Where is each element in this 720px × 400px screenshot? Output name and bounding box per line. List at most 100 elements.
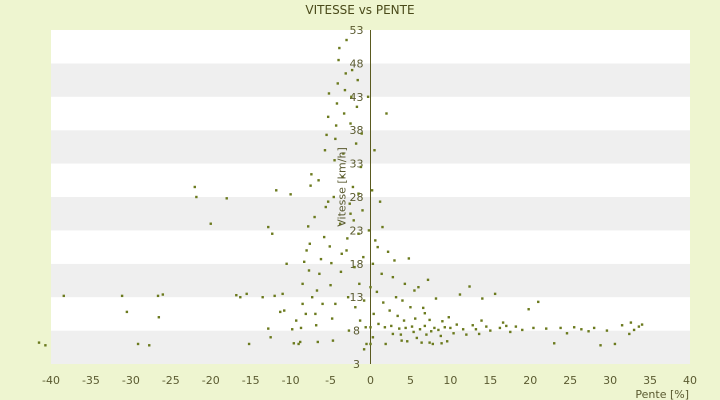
x-tick-label: 25: [563, 374, 577, 387]
data-point: [120, 294, 124, 298]
data-point: [37, 341, 41, 344]
data-point: [316, 340, 319, 344]
data-point: [394, 296, 398, 299]
data-point: [157, 316, 161, 319]
data-point: [326, 200, 330, 203]
data-point: [428, 318, 431, 322]
x-tick-label: -5: [325, 374, 336, 387]
data-point: [357, 192, 360, 195]
x-tick-label: -35: [82, 374, 100, 387]
data-point: [348, 202, 351, 205]
data-point: [592, 326, 596, 330]
data-point: [338, 46, 341, 50]
data-point: [414, 317, 417, 320]
y-tick-label: 33: [350, 158, 364, 171]
data-point: [329, 283, 332, 287]
x-tick-label: -30: [122, 374, 140, 387]
data-point: [308, 242, 311, 245]
data-point: [301, 282, 304, 286]
data-point: [580, 328, 583, 331]
y-tick-label: 48: [350, 57, 364, 70]
data-point: [289, 193, 292, 196]
data-point: [445, 340, 449, 343]
data-point: [357, 232, 360, 235]
data-point: [553, 342, 556, 345]
data-point: [345, 249, 348, 252]
data-point: [629, 321, 633, 324]
data-point: [471, 324, 474, 327]
data-point: [388, 309, 391, 312]
data-point: [347, 329, 351, 332]
data-point: [349, 122, 352, 125]
x-tick-label: -20: [202, 374, 220, 387]
data-point: [377, 322, 380, 326]
data-point: [431, 342, 435, 346]
data-point: [209, 222, 212, 225]
data-point: [509, 330, 512, 334]
data-point: [342, 152, 345, 155]
data-point: [403, 282, 407, 286]
data-point: [632, 328, 636, 332]
data-point: [537, 300, 540, 304]
data-point: [400, 339, 403, 342]
y-tick-label: 28: [350, 191, 364, 204]
data-point: [455, 323, 458, 326]
data-point: [328, 245, 331, 248]
data-point: [417, 285, 420, 289]
y-axis-label: Vitesse [km/h]: [336, 147, 349, 227]
data-point: [401, 299, 404, 302]
data-point: [314, 312, 317, 316]
data-point: [317, 179, 320, 182]
data-point: [350, 68, 354, 72]
data-point: [297, 342, 300, 346]
data-point: [313, 215, 316, 219]
y-tick-label: 13: [350, 291, 364, 304]
data-point: [521, 328, 524, 332]
data-point: [358, 282, 361, 286]
data-point: [381, 225, 384, 229]
data-point: [303, 260, 306, 263]
data-point: [371, 336, 375, 339]
data-point: [349, 212, 352, 215]
data-point: [461, 328, 465, 331]
data-point: [452, 332, 455, 335]
x-tick-label: 0: [367, 374, 374, 387]
data-point: [449, 326, 452, 330]
data-point: [412, 330, 415, 334]
data-point: [372, 312, 375, 316]
data-point: [390, 324, 393, 328]
data-point: [267, 225, 270, 229]
data-point: [385, 112, 388, 115]
data-point: [273, 294, 276, 298]
data-point: [334, 137, 337, 141]
data-point: [148, 344, 151, 347]
data-point: [324, 205, 327, 209]
data-point: [375, 290, 379, 294]
data-point: [346, 237, 349, 240]
data-point: [261, 296, 264, 299]
data-point: [310, 296, 314, 299]
data-point: [285, 262, 288, 265]
data-point: [156, 294, 160, 298]
data-point: [269, 336, 272, 339]
x-tick-label: 30: [603, 374, 617, 387]
data-point: [161, 293, 165, 296]
data-point: [281, 292, 284, 296]
data-point: [406, 340, 409, 343]
data-point: [572, 326, 576, 329]
data-point: [291, 328, 294, 331]
y-tick-label: 53: [350, 24, 364, 37]
y-tick-label: 8: [353, 325, 360, 338]
data-point: [330, 261, 333, 265]
data-points: [37, 38, 644, 351]
y-tick-label: 3: [353, 358, 360, 371]
data-point: [391, 332, 395, 336]
y-tick-label: 23: [350, 224, 364, 237]
data-point: [441, 320, 444, 323]
data-point: [481, 297, 484, 300]
data-point: [365, 342, 368, 346]
data-point: [493, 292, 497, 296]
data-point: [307, 269, 311, 272]
data-point: [386, 250, 390, 253]
